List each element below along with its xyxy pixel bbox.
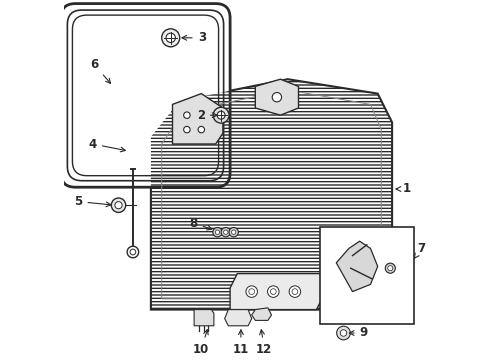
Circle shape [217, 111, 224, 119]
Circle shape [245, 286, 257, 297]
FancyBboxPatch shape [72, 15, 218, 176]
Circle shape [215, 230, 219, 234]
Circle shape [270, 289, 276, 294]
Text: 12: 12 [256, 330, 272, 356]
Polygon shape [251, 308, 271, 320]
Circle shape [223, 230, 227, 234]
Text: 4: 4 [88, 138, 125, 152]
Circle shape [340, 330, 346, 336]
Polygon shape [194, 310, 213, 326]
Circle shape [166, 33, 175, 42]
Text: 8: 8 [189, 217, 211, 230]
FancyBboxPatch shape [67, 10, 223, 181]
Text: 11: 11 [232, 330, 248, 356]
Circle shape [115, 202, 122, 209]
Circle shape [291, 289, 297, 294]
Circle shape [213, 107, 228, 123]
Circle shape [228, 228, 238, 237]
Circle shape [387, 266, 392, 271]
Polygon shape [151, 79, 391, 310]
Circle shape [221, 228, 230, 237]
Circle shape [130, 249, 136, 255]
Text: 5: 5 [74, 195, 111, 208]
Polygon shape [336, 241, 377, 292]
Circle shape [248, 289, 254, 294]
Circle shape [198, 126, 204, 133]
Bar [320, 227, 413, 324]
Circle shape [267, 286, 279, 297]
Polygon shape [151, 79, 391, 310]
Circle shape [231, 230, 235, 234]
Circle shape [212, 228, 222, 237]
Polygon shape [230, 274, 323, 310]
Circle shape [336, 326, 349, 340]
Polygon shape [255, 79, 298, 115]
Circle shape [272, 93, 281, 102]
Text: 3: 3 [182, 31, 205, 44]
Circle shape [385, 263, 394, 273]
Text: 7: 7 [413, 242, 425, 258]
Text: 1: 1 [395, 183, 410, 195]
Text: 9: 9 [348, 327, 367, 339]
Circle shape [183, 126, 190, 133]
Circle shape [127, 246, 139, 258]
Polygon shape [172, 94, 223, 144]
Circle shape [111, 198, 125, 212]
Polygon shape [224, 310, 251, 326]
Text: 10: 10 [193, 330, 209, 356]
Circle shape [288, 286, 300, 297]
FancyBboxPatch shape [61, 4, 230, 187]
Text: 6: 6 [90, 58, 110, 84]
Text: 2: 2 [196, 109, 217, 122]
Circle shape [183, 112, 190, 118]
Circle shape [162, 29, 179, 47]
